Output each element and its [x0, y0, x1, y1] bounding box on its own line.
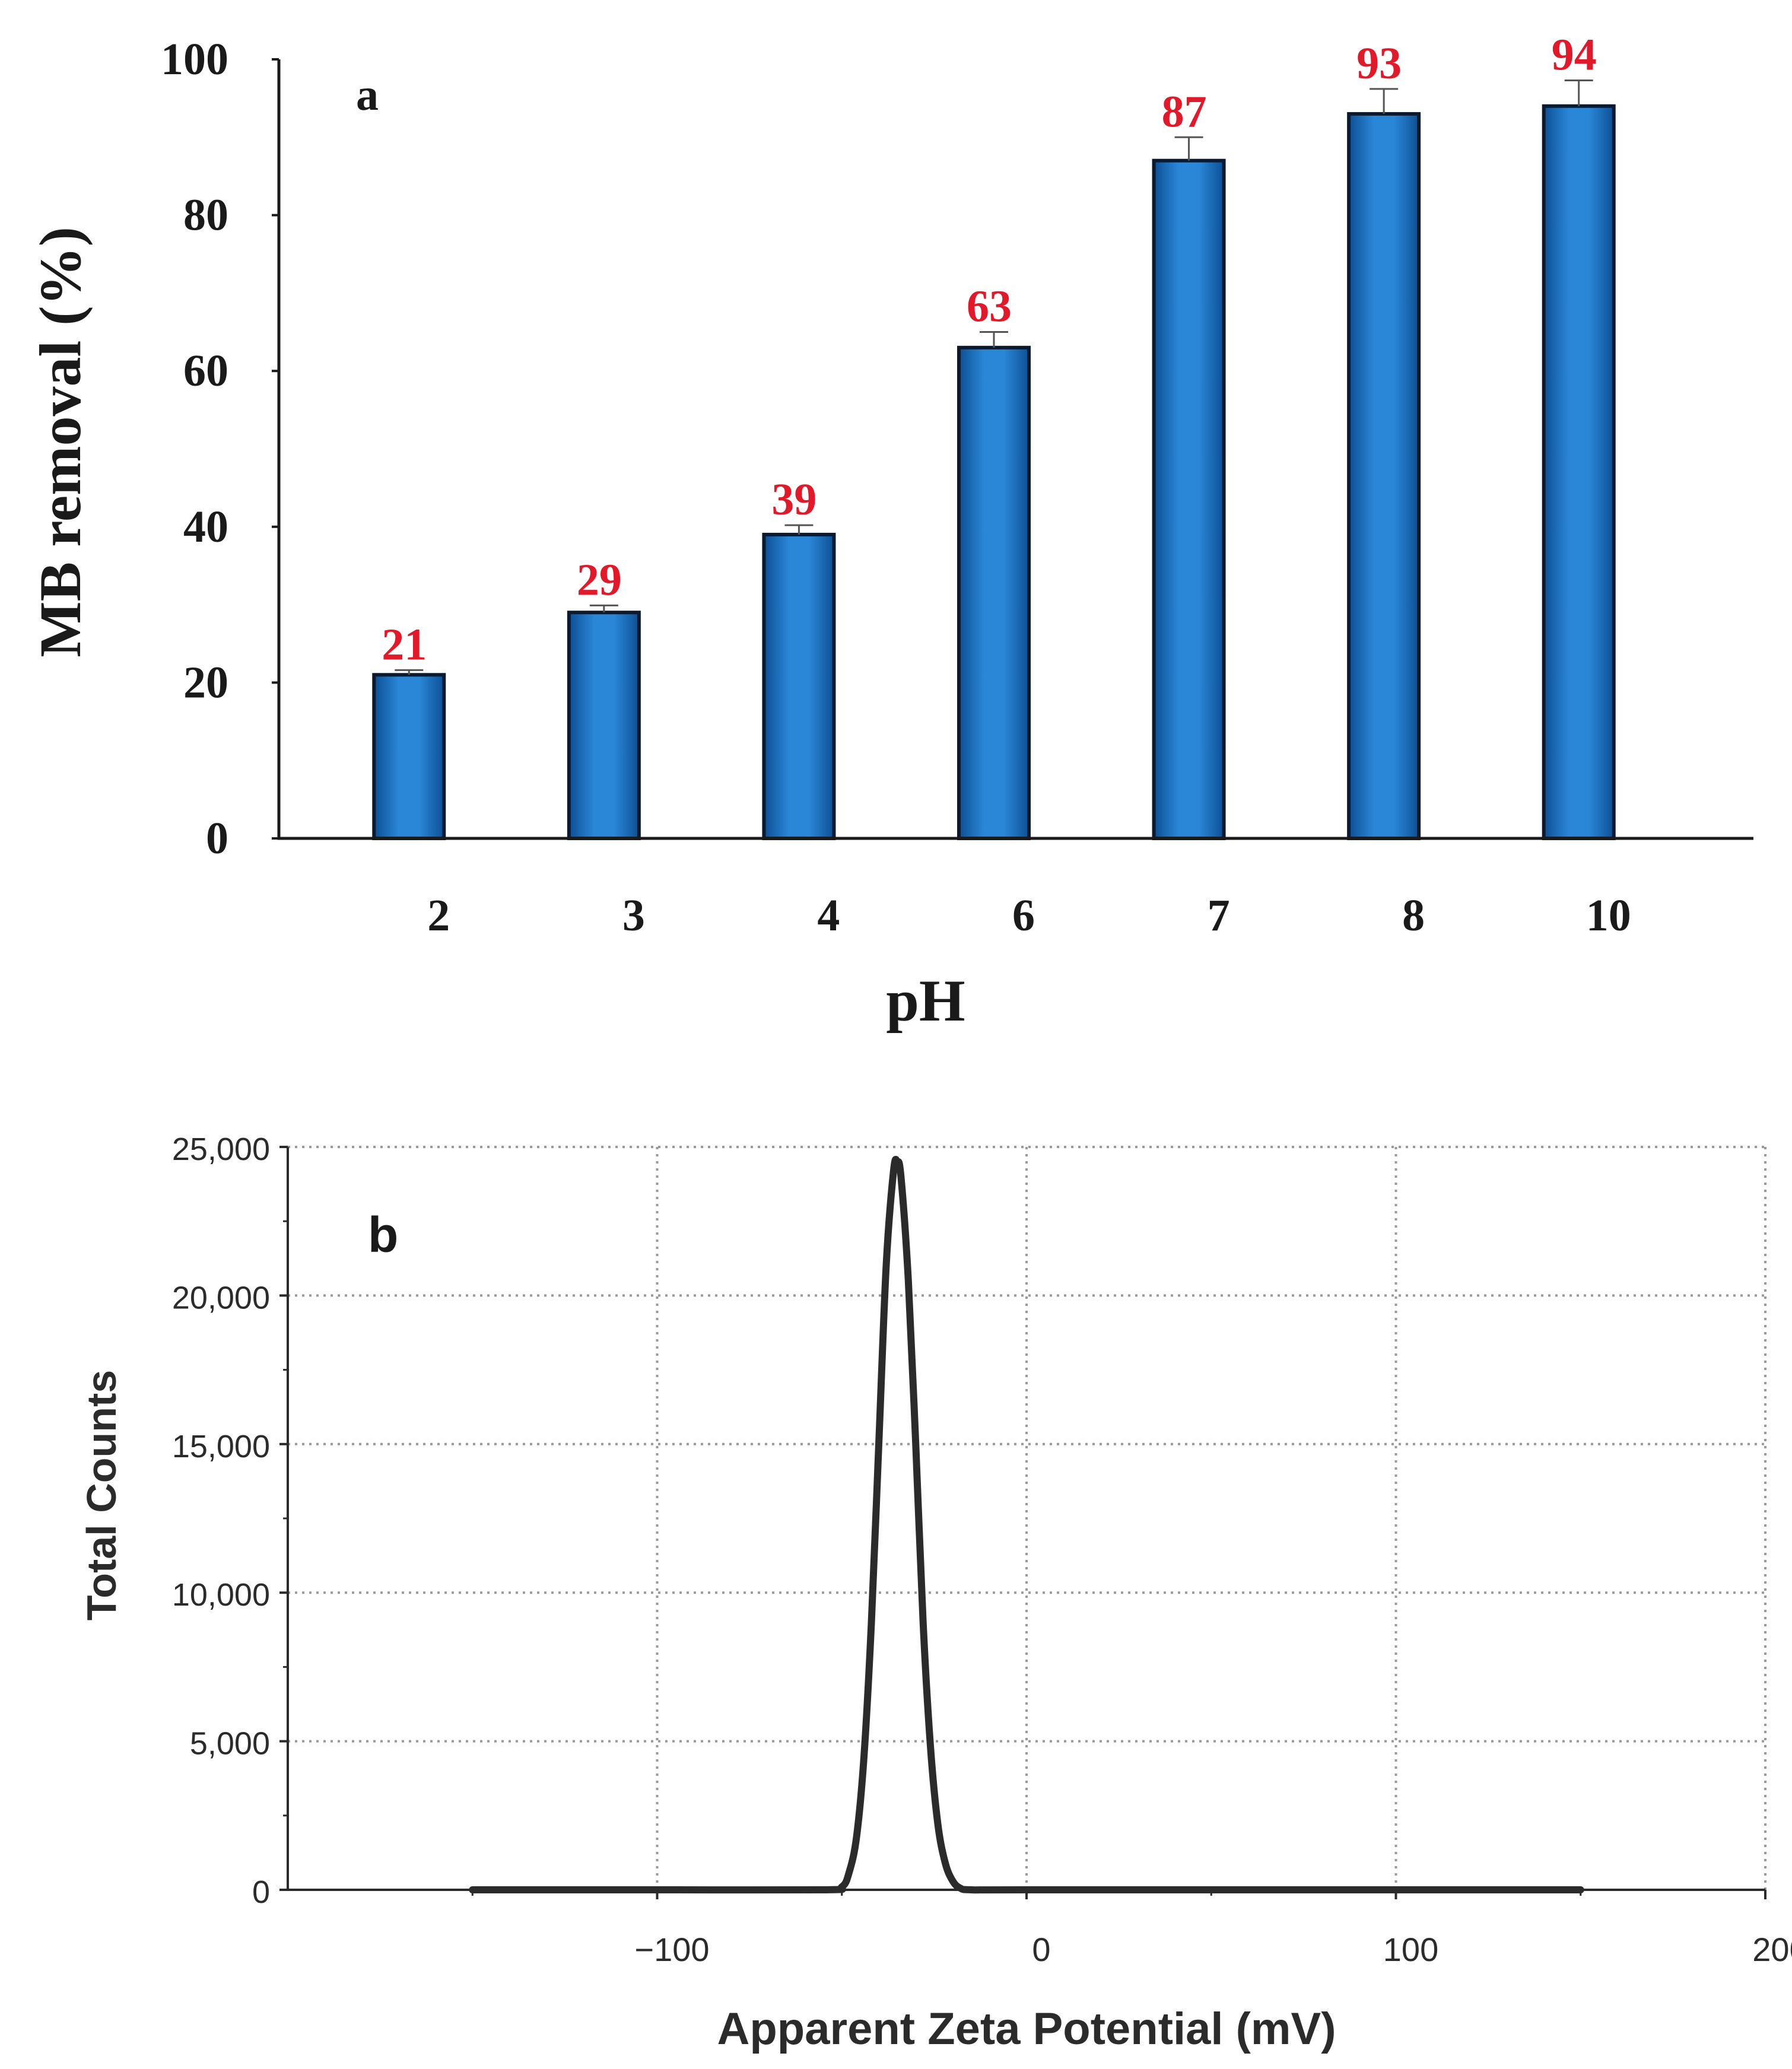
panel-a-data-label: 94: [1552, 30, 1597, 80]
panel-a-bar: [1152, 158, 1226, 841]
panel-a-data-label: 21: [382, 619, 427, 669]
panel-a-bar: [567, 611, 641, 840]
panel-a-x-tick-label: 6: [1012, 891, 1035, 940]
panel-a-data-label: 93: [1356, 39, 1402, 88]
panel-b-y-tick-label: 15,000: [172, 1429, 270, 1464]
panel-b-x-tick-label: 100: [1383, 1931, 1438, 1968]
panel-a-y-ticks: 0 20 40 60 80 100: [161, 34, 279, 863]
panel-a-bar-chart: 21 29 39 63 87 93 94 0 20 40 60 80 100 2 3 4 6 7 8 10 a p…: [27, 30, 1753, 1034]
panel-b-y-tick-label: 10,000: [172, 1577, 270, 1613]
panel-b-x-axis-title: Apparent Zeta Potential (mV): [717, 2004, 1336, 2054]
panel-a-x-axis-title: pH: [886, 968, 965, 1034]
panel-a-y-tick-label: 100: [161, 34, 228, 84]
panel-a-x-tick-label: 10: [1586, 891, 1631, 940]
panel-b-x-tick-label: −100: [634, 1931, 709, 1968]
panel-a-data-label: 29: [577, 555, 622, 605]
panel-a-y-tick-label: 60: [183, 346, 228, 396]
panel-a-y-tick-label: 40: [183, 502, 228, 552]
panel-a-x-tick-label: 3: [622, 891, 645, 940]
panel-b-label: b: [368, 1207, 398, 1263]
panel-b-series-line: [469, 1155, 1584, 1894]
panel-b-y-tick-label: 20,000: [172, 1280, 270, 1315]
panel-b-line-chart: 0 5,000 10,000 15,000 20,000 25,000 −100 0 100 2…: [78, 1132, 1792, 2054]
panel-a-data-label: 63: [967, 282, 1012, 332]
panel-b-x-tick-label: 0: [1032, 1931, 1050, 1968]
panel-a-data-label: 87: [1162, 87, 1207, 136]
panel-a-bar: [957, 345, 1031, 840]
panel-a-bar: [1347, 112, 1421, 840]
panel-a-x-tick-label: 7: [1208, 891, 1230, 940]
panel-a-y-tick-label: 80: [183, 190, 228, 240]
panel-a-x-tick-label: 8: [1402, 891, 1425, 940]
panel-b-y-axis-title: Total Counts: [78, 1370, 125, 1621]
panel-a-marks: 21 29 39 63 87 93 94: [372, 30, 1616, 841]
panel-b-y-ticks: 0 5,000 10,000 15,000 20,000 25,000: [172, 1132, 288, 1910]
panel-a-y-axis-title: MB removal (%): [27, 227, 93, 657]
panel-b-y-tick-label: 5,000: [190, 1726, 270, 1762]
panel-a-bar: [762, 532, 836, 840]
panel-a-label: a: [356, 70, 379, 120]
panel-b-y-tick-label: 25,000: [172, 1132, 270, 1167]
panel-a-bar: [372, 673, 446, 841]
panel-a-y-tick-label: 0: [206, 813, 228, 863]
panel-a-x-tick-label: 4: [817, 891, 840, 940]
panel-a-x-tick-label: 2: [427, 891, 450, 940]
panel-b-x-ticks: −100 0 100 200: [471, 1890, 1792, 1968]
panel-a-bar: [1542, 104, 1616, 840]
panel-a-data-label: 39: [771, 475, 816, 525]
panel-a-y-tick-label: 20: [183, 657, 228, 707]
panel-b-y-tick-label: 0: [252, 1874, 270, 1910]
panel-a-x-ticks: 2 3 4 6 7 8 10: [427, 891, 1631, 940]
panel-b-marks: [469, 1155, 1584, 1894]
panel-b-grid: [288, 1146, 1766, 1890]
panel-b-x-tick-label: 200: [1752, 1931, 1792, 1968]
